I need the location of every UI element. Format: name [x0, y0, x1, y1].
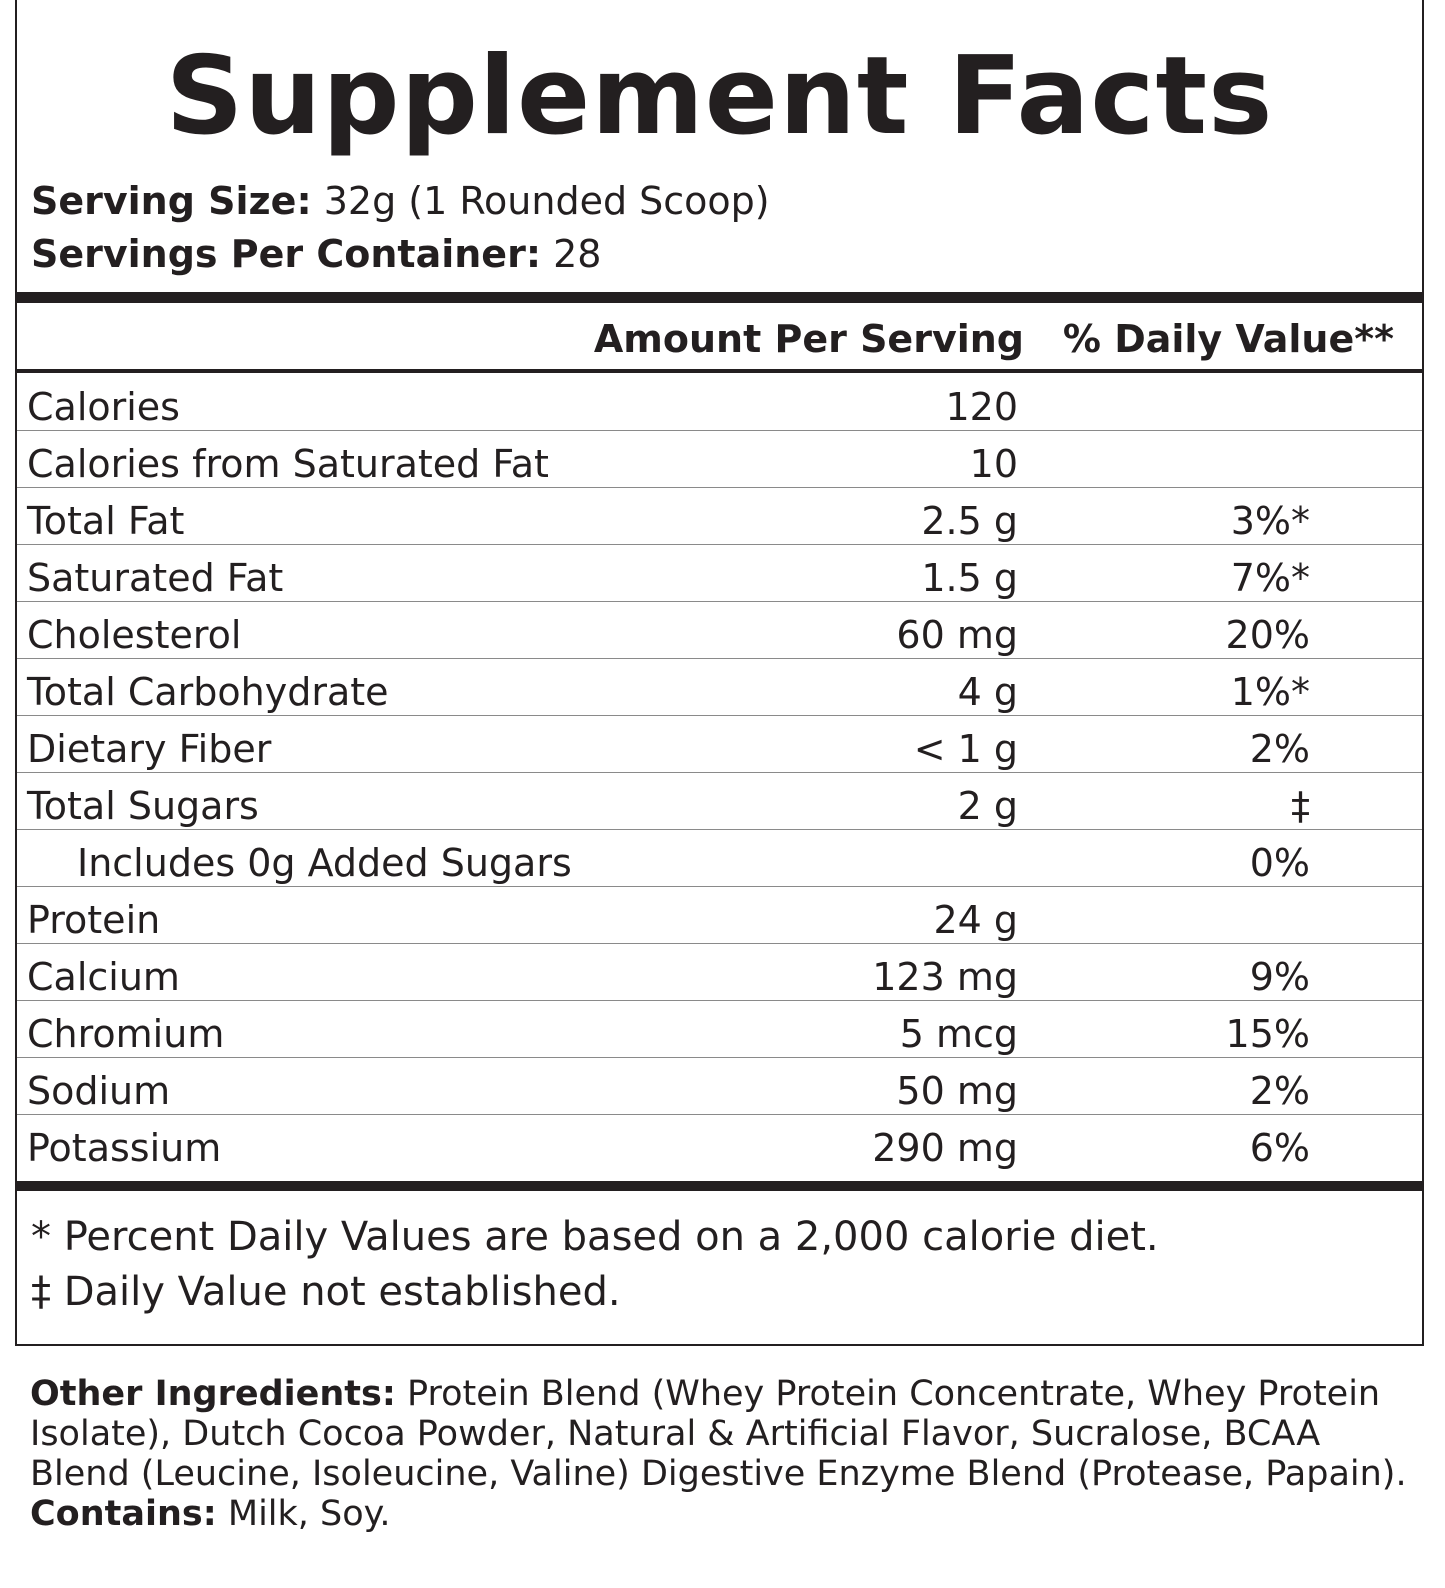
nutrient-amount: < 1 g: [913, 727, 1018, 771]
nutrient-daily-value: ‡: [1291, 784, 1310, 828]
servings-per-container-value: 28: [541, 232, 602, 276]
table-row: Saturated Fat 1.5 g 7%*: [17, 545, 1422, 602]
nutrient-daily-value: 2%: [1249, 1069, 1310, 1113]
divider-thick-bottom: [17, 1181, 1422, 1191]
footnote-not-established: ‡ Daily Value not established.: [31, 1269, 621, 1315]
serving-size-value: 32g (1 Rounded Scoop): [311, 179, 770, 223]
column-header-daily-value: % Daily Value**: [1062, 317, 1394, 361]
table-row: Calcium 123 mg 9%: [17, 944, 1422, 1001]
nutrient-name: Includes 0g Added Sugars: [77, 841, 572, 885]
contains-text: Milk, Soy.: [216, 1494, 391, 1534]
servings-per-container-label: Servings Per Container:: [31, 232, 542, 276]
table-row: Cholesterol 60 mg 20%: [17, 602, 1422, 659]
nutrient-name: Cholesterol: [27, 613, 242, 657]
nutrient-amount: 123 mg: [872, 955, 1018, 999]
nutrient-name: Calories from Saturated Fat: [27, 442, 549, 486]
nutrient-amount: 60 mg: [896, 613, 1018, 657]
nutrient-name: Total Carbohydrate: [27, 670, 389, 714]
nutrient-amount: 4 g: [957, 670, 1018, 714]
nutrient-daily-value: 0%: [1249, 841, 1310, 885]
table-row: Total Carbohydrate 4 g 1%*: [17, 659, 1422, 716]
table-row: Dietary Fiber < 1 g 2%: [17, 716, 1422, 773]
table-row: Calories 120: [17, 374, 1422, 431]
table-row: Total Fat 2.5 g 3%*: [17, 488, 1422, 545]
nutrient-name: Total Fat: [27, 499, 185, 543]
divider-thick-top: [17, 292, 1422, 303]
table-row: Potassium 290 mg 6%: [17, 1115, 1422, 1172]
nutrient-amount: 2.5 g: [921, 499, 1018, 543]
servings-per-container: Servings Per Container: 28: [31, 231, 601, 277]
nutrient-table: Calories 120 Calories from Saturated Fat 1…: [17, 374, 1422, 1172]
footnote-daily-values: * Percent Daily Values are based on a 2,…: [31, 1214, 1159, 1260]
table-row: Includes 0g Added Sugars 0%: [17, 830, 1422, 887]
nutrient-daily-value: 6%: [1249, 1126, 1310, 1170]
nutrient-daily-value: 9%: [1249, 955, 1310, 999]
table-row: Total Sugars 2 g ‡: [17, 773, 1422, 830]
contains-label: Contains:: [30, 1494, 217, 1534]
nutrient-name: Chromium: [27, 1012, 225, 1056]
column-header-amount: Amount Per Serving: [593, 317, 1024, 361]
nutrient-amount: 5 mcg: [899, 1012, 1018, 1056]
nutrient-name: Potassium: [27, 1126, 222, 1170]
nutrient-daily-value: 20%: [1225, 613, 1310, 657]
nutrient-amount: 1.5 g: [921, 556, 1018, 600]
nutrient-amount: 50 mg: [896, 1069, 1018, 1113]
ingredients-block: Other Ingredients: Protein Blend (Whey P…: [30, 1374, 1425, 1534]
nutrient-daily-value: 1%*: [1230, 670, 1310, 714]
nutrient-daily-value: 2%: [1249, 727, 1310, 771]
nutrient-name: Dietary Fiber: [27, 727, 272, 771]
panel-title: Supplement Facts: [165, 34, 1274, 159]
table-row: Protein 24 g: [17, 887, 1422, 944]
serving-size: Serving Size: 32g (1 Rounded Scoop): [31, 178, 770, 224]
nutrient-daily-value: 7%*: [1230, 556, 1310, 600]
nutrient-name: Protein: [27, 898, 161, 942]
serving-size-label: Serving Size:: [31, 179, 312, 223]
nutrient-name: Calcium: [27, 955, 180, 999]
nutrient-amount: 290 mg: [872, 1126, 1018, 1170]
nutrient-amount: 10: [969, 442, 1018, 486]
supplement-facts-panel: Supplement Facts Serving Size: 32g (1 Ro…: [15, 0, 1424, 1346]
nutrient-daily-value: 3%*: [1230, 499, 1310, 543]
table-row: Chromium 5 mcg 15%: [17, 1001, 1422, 1058]
divider-header: [17, 369, 1422, 373]
nutrient-name: Sodium: [27, 1069, 171, 1113]
nutrient-amount: 120: [945, 385, 1018, 429]
nutrient-name: Total Sugars: [27, 784, 259, 828]
nutrient-name: Calories: [27, 385, 180, 429]
table-row: Calories from Saturated Fat 10: [17, 431, 1422, 488]
ingredients-text: Protein Blend (Whey Protein Concentrate,…: [30, 1374, 1407, 1494]
nutrient-daily-value: 15%: [1225, 1012, 1310, 1056]
table-row: Sodium 50 mg 2%: [17, 1058, 1422, 1115]
nutrient-amount: 24 g: [933, 898, 1018, 942]
nutrient-amount: 2 g: [957, 784, 1018, 828]
ingredients-label: Other Ingredients:: [30, 1374, 396, 1414]
nutrient-name: Saturated Fat: [27, 556, 284, 600]
